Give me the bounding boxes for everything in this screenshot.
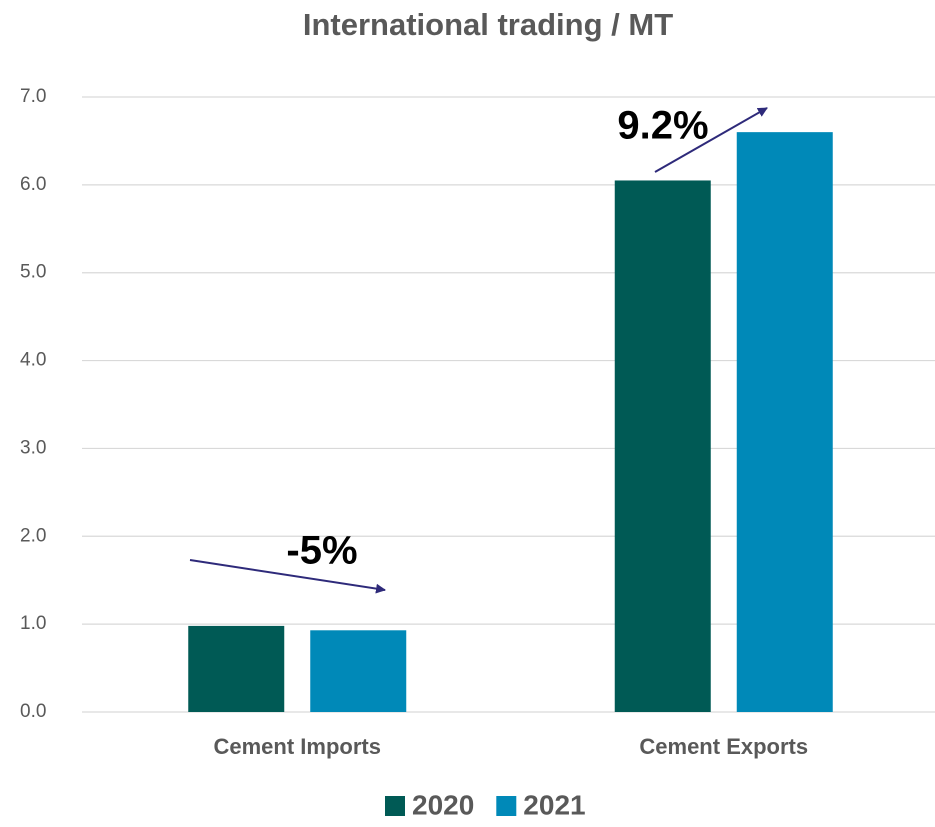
x-tick-label: Cement Imports: [214, 734, 381, 759]
chart-title: International trading / MT: [303, 7, 673, 42]
legend-swatch: [496, 796, 517, 816]
trend-arrow: [654, 107, 768, 173]
y-tick-label: 3.0: [20, 437, 46, 458]
bar: [310, 630, 407, 712]
y-tick-label: 6.0: [20, 174, 46, 195]
legend-label: 2021: [523, 789, 585, 820]
y-tick-label: 7.0: [20, 86, 46, 107]
y-tick-label: 2.0: [20, 525, 46, 546]
legend-swatch: [385, 796, 405, 816]
y-tick-label: 0.0: [20, 701, 46, 722]
bar: [614, 180, 711, 712]
legend-label: 2020: [412, 789, 474, 820]
bar: [188, 625, 285, 712]
y-tick-label: 1.0: [20, 613, 46, 634]
x-tick-label: Cement Exports: [639, 734, 808, 759]
annotation: 9.2%: [617, 104, 708, 148]
trend-arrow: [189, 559, 386, 594]
y-tick-label: 5.0: [20, 262, 46, 283]
y-tick-label: 4.0: [20, 350, 46, 371]
bar: [736, 132, 833, 713]
annotation: -5%: [286, 529, 357, 573]
